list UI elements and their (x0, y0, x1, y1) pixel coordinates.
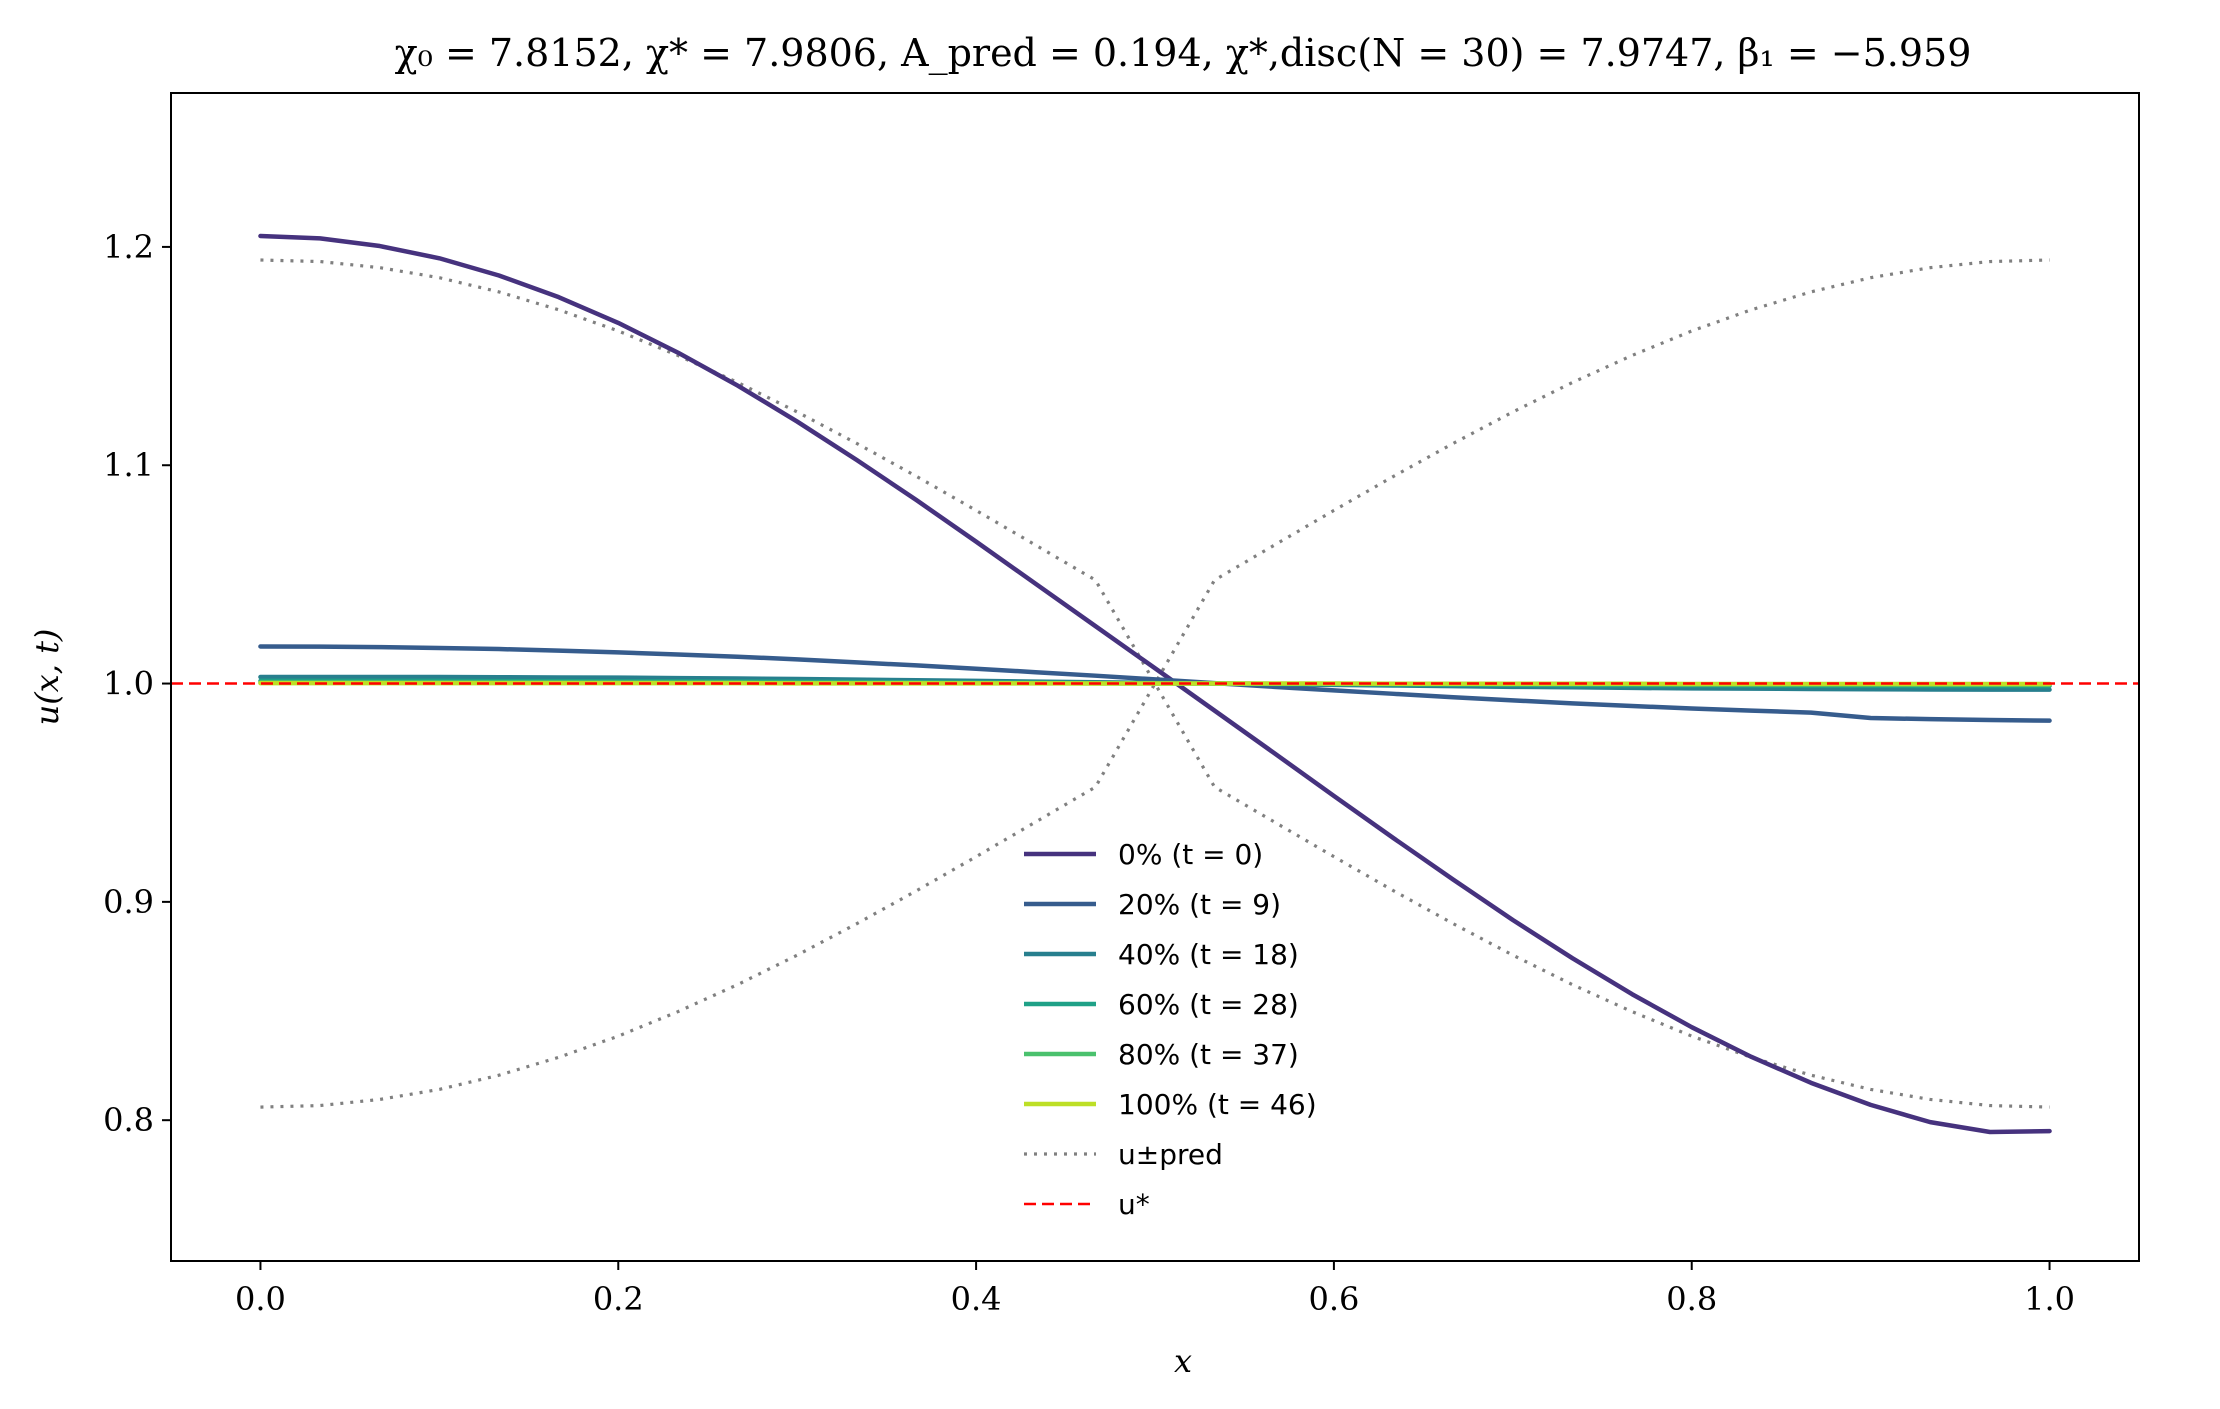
y-axis-label: u(x, t) (28, 629, 66, 726)
x-tick-label: 0.2 (593, 1280, 644, 1318)
y-tick-label: 0.8 (103, 1101, 154, 1139)
x-tick-label: 1.0 (2024, 1280, 2075, 1318)
series-line-1 (258, 644, 2052, 723)
legend-label: u±pred (1118, 1138, 1223, 1171)
chart-title: χ₀ = 7.8152, χ* = 7.9806, A_pred = 0.194… (395, 31, 1972, 76)
x-tick-label: 0.0 (235, 1280, 286, 1318)
legend-label: u* (1118, 1188, 1150, 1221)
legend-label: 60% (t = 28) (1118, 988, 1299, 1021)
axis-ticks: 0.0 0.2 0.4 0.6 0.8 1.0 0.8 0.9 1.0 1.1 1.2 (103, 228, 2075, 1318)
plot-frame (170, 92, 2140, 1262)
y-tick-label: 0.9 (103, 883, 154, 921)
legend-label: 100% (t = 46) (1118, 1088, 1317, 1121)
y-tick-label: 1.0 (103, 665, 154, 703)
y-tick-label: 1.1 (103, 446, 154, 484)
series-line-0 (258, 233, 2052, 1135)
legend: 0% (t = 0) 20% (t = 9) 40% (t = 18) 60% (t … (1024, 838, 1317, 1221)
legend-label: 20% (t = 9) (1118, 888, 1281, 921)
y-tick-label: 1.2 (103, 228, 154, 266)
x-tick-label: 0.4 (951, 1280, 1002, 1318)
x-tick-label: 0.8 (1666, 1280, 1717, 1318)
x-tick-label: 0.6 (1308, 1280, 1359, 1318)
plot-area (171, 233, 2139, 1135)
legend-label: 0% (t = 0) (1118, 838, 1263, 871)
legend-label: 40% (t = 18) (1118, 938, 1299, 971)
x-axis-label: x (1174, 1342, 1192, 1380)
legend-label: 80% (t = 37) (1118, 1038, 1299, 1071)
